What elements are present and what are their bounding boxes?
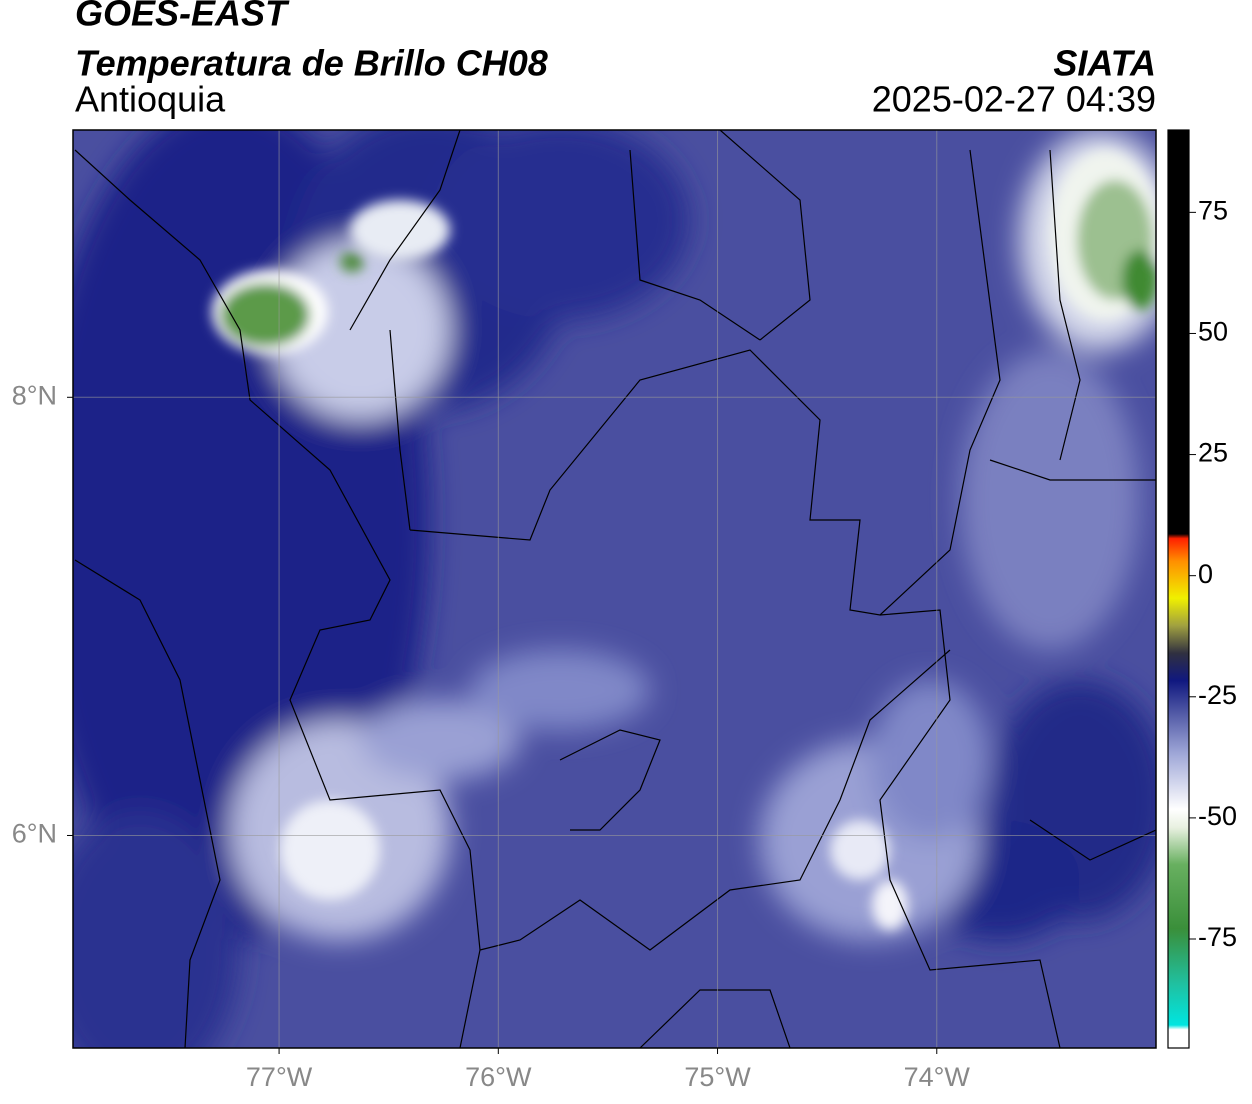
colorbar-tick-label: -50 [1198, 801, 1237, 831]
x-tick-label: 75°W [684, 1062, 751, 1092]
x-tick-label: 74°W [904, 1062, 971, 1092]
y-tick-label: 6°N [12, 819, 57, 849]
colorbar-tick-label: 75 [1198, 195, 1228, 225]
x-tick-label: 76°W [465, 1062, 532, 1092]
colorbar-tick-label: -75 [1198, 922, 1237, 952]
colorbar-tick-label: 25 [1198, 438, 1228, 468]
colorbar-tick-label: -25 [1198, 680, 1237, 710]
colorbar-tick-label: 0 [1198, 559, 1213, 589]
y-tick-label: 8°N [12, 380, 57, 410]
subtitle: Temperatura de Brillo CH08 [75, 43, 548, 84]
datetime: 2025-02-27 04:39 [872, 79, 1156, 120]
colorbar [1167, 129, 1190, 1049]
region: Antioquia [75, 79, 226, 120]
map-frame [72, 129, 1157, 1049]
graticule [73, 130, 1156, 1048]
colorbar-tick-label: 50 [1198, 317, 1228, 347]
borders [74, 130, 1156, 1048]
title: GOES-EAST [75, 0, 290, 34]
x-tick-label: 77°W [246, 1062, 313, 1092]
source: SIATA [1053, 43, 1156, 84]
map-image [73, 130, 1156, 1048]
